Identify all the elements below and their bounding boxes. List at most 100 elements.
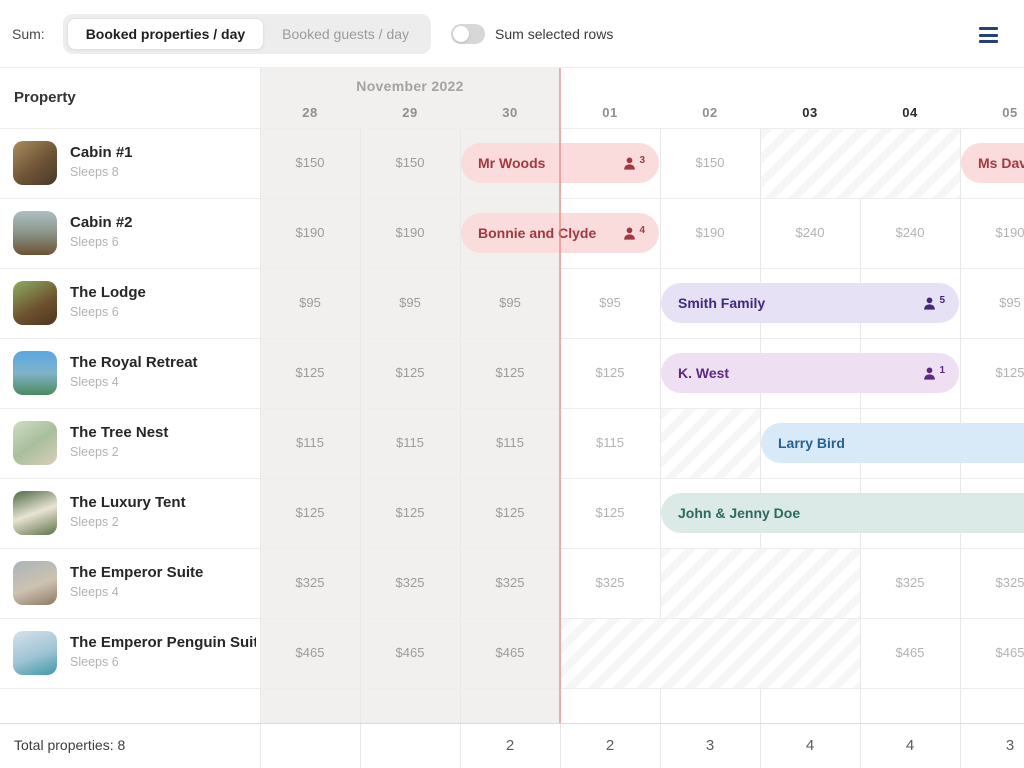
guest-count: 1 (939, 364, 945, 376)
price-cell[interactable]: $325 (395, 575, 425, 590)
price-cell[interactable]: $125 (595, 365, 625, 380)
sum-selected-rows-label: Sum selected rows (495, 25, 614, 42)
property-thumbnail (13, 561, 57, 605)
property-name: The Tree Nest (70, 424, 169, 441)
price-cell[interactable]: $240 (795, 225, 825, 240)
property-name: Cabin #2 (70, 214, 133, 231)
booking-guest-name: Smith Family (678, 295, 766, 311)
price-cell[interactable]: $125 (295, 365, 325, 380)
price-cell[interactable]: $95 (299, 295, 321, 310)
price-cell[interactable]: $115 (396, 435, 424, 450)
price-cell[interactable]: $125 (995, 365, 1024, 380)
grid-hline (0, 198, 1024, 199)
price-cell[interactable]: $95 (499, 295, 521, 310)
day-header-28: 28 (302, 105, 318, 120)
footer-day-total: 4 (805, 737, 815, 754)
grid-vline (760, 128, 761, 768)
grid-hline (0, 618, 1024, 619)
booking-guest-name: Larry Bird (778, 435, 845, 451)
grid-hline (0, 478, 1024, 479)
price-cell[interactable]: $125 (395, 365, 425, 380)
guest-count: 5 (939, 294, 945, 306)
property-sleeps: Sleeps 2 (70, 515, 119, 529)
day-header-04: 04 (902, 105, 918, 120)
property-thumbnail (13, 211, 57, 255)
price-cell[interactable]: $465 (395, 645, 425, 660)
price-cell[interactable]: $240 (895, 225, 925, 240)
sum-mode-switcher: Booked properties / day Booked guests / … (62, 13, 432, 54)
toolbar: Sum: Booked properties / day Booked gues… (0, 0, 1024, 68)
menu-bar (979, 27, 998, 30)
price-cell[interactable]: $95 (999, 295, 1021, 310)
property-name: The Royal Retreat (70, 354, 198, 371)
property-sleeps: Sleeps 2 (70, 445, 119, 459)
grid-hline (0, 268, 1024, 269)
price-cell[interactable]: $325 (995, 575, 1024, 590)
day-header-03: 03 (802, 105, 818, 120)
property-sleeps: Sleeps 4 (70, 585, 119, 599)
person-icon: 5 (922, 294, 945, 311)
price-cell[interactable]: $190 (295, 225, 325, 240)
price-cell[interactable]: $190 (995, 225, 1024, 240)
price-cell[interactable]: $325 (295, 575, 325, 590)
blocked-dates-cell (661, 549, 860, 618)
booking-pill[interactable]: Ms Dav (961, 143, 1024, 183)
price-cell[interactable]: $125 (495, 365, 525, 380)
booking-pill[interactable]: Smith Family 5 (661, 283, 959, 323)
grid-vline (660, 128, 661, 768)
price-cell[interactable]: $325 (495, 575, 525, 590)
price-cell[interactable]: $115 (596, 435, 624, 450)
price-cell[interactable]: $150 (395, 155, 425, 170)
sum-mode-booked-guests-button[interactable]: Booked guests / day (264, 18, 427, 50)
day-header-02: 02 (702, 105, 718, 120)
price-cell[interactable]: $115 (496, 435, 524, 450)
price-cell[interactable]: $465 (495, 645, 525, 660)
grid-hline (0, 128, 1024, 129)
footer-day-total: 2 (505, 737, 515, 754)
hamburger-menu-icon[interactable] (979, 27, 998, 43)
property-thumbnail (13, 491, 57, 535)
day-header-05: 05 (1002, 105, 1018, 120)
price-cell[interactable]: $125 (395, 505, 425, 520)
property-name: The Emperor Penguin Suite (70, 634, 256, 651)
booking-guest-name: K. West (678, 365, 730, 381)
price-cell[interactable]: $325 (595, 575, 625, 590)
price-cell[interactable]: $125 (495, 505, 525, 520)
month-label: November 2022 (356, 78, 464, 94)
price-cell[interactable]: $95 (399, 295, 421, 310)
property-thumbnail (13, 351, 57, 395)
booking-pill[interactable]: K. West 1 (661, 353, 959, 393)
sum-mode-booked-properties-button[interactable]: Booked properties / day (66, 17, 265, 50)
person-icon: 1 (922, 364, 945, 381)
price-cell[interactable]: $95 (599, 295, 621, 310)
property-sleeps: Sleeps 8 (70, 165, 119, 179)
footer-day-total: 3 (705, 737, 715, 754)
property-thumbnail (13, 631, 57, 675)
price-cell[interactable]: $325 (895, 575, 925, 590)
property-name: The Lodge (70, 284, 146, 301)
price-cell[interactable]: $125 (295, 505, 325, 520)
day-header-30: 30 (502, 105, 518, 120)
price-cell[interactable]: $190 (695, 225, 725, 240)
grid-vline (360, 128, 361, 768)
price-cell[interactable]: $465 (295, 645, 325, 660)
person-icon: 3 (622, 155, 645, 171)
property-column-header: Property (14, 89, 76, 106)
booking-pill[interactable]: John & Jenny Doe (661, 493, 1024, 533)
price-cell[interactable]: $465 (995, 645, 1024, 660)
footer-day-total: 4 (905, 737, 915, 754)
price-cell[interactable]: $125 (595, 505, 625, 520)
price-cell[interactable]: $115 (296, 435, 324, 450)
price-cell[interactable]: $150 (695, 155, 725, 170)
footer-day-total: 2 (605, 737, 615, 754)
booking-guest-name: Ms Dav (978, 155, 1024, 171)
booking-guest-name: John & Jenny Doe (678, 505, 801, 521)
price-cell[interactable]: $465 (895, 645, 925, 660)
booking-pill[interactable]: Larry Bird (761, 423, 1024, 463)
grid-hline (0, 338, 1024, 339)
footer-day-total: 3 (1005, 737, 1015, 754)
price-cell[interactable]: $150 (295, 155, 325, 170)
sum-selected-rows-toggle[interactable] (451, 23, 486, 44)
menu-bar (979, 33, 998, 37)
price-cell[interactable]: $190 (395, 225, 425, 240)
